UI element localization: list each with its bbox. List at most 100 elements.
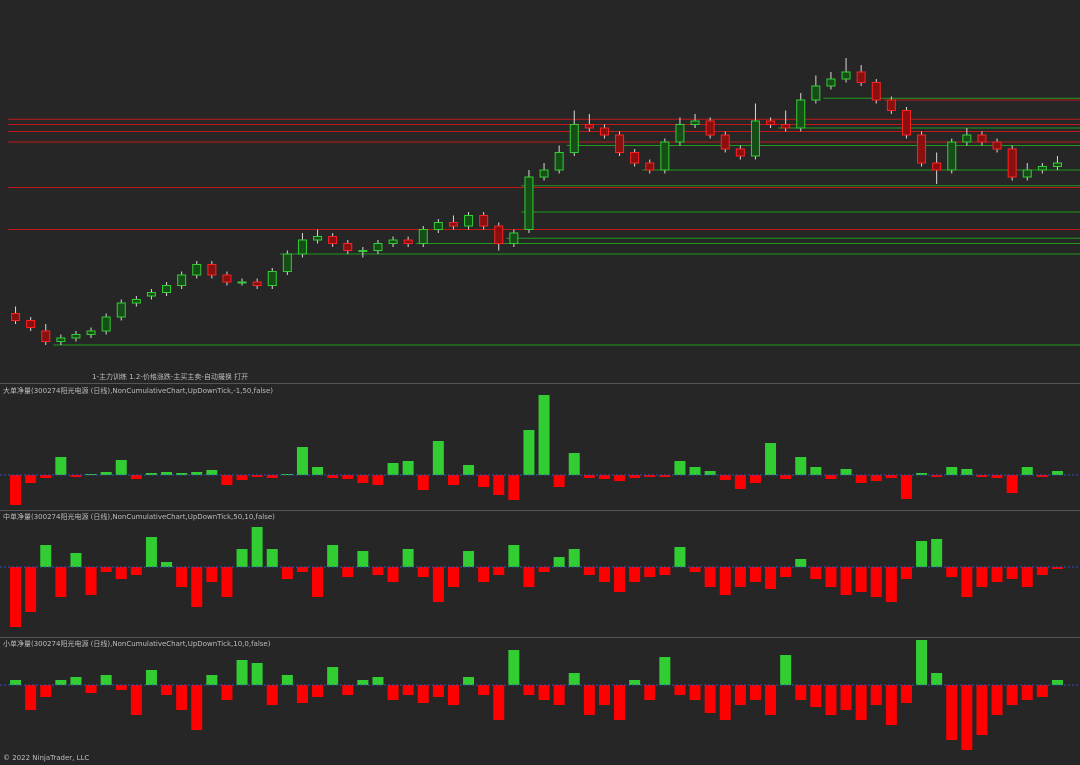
bar xyxy=(704,685,716,713)
candle-body xyxy=(1022,169,1032,178)
bar xyxy=(749,685,761,700)
bar xyxy=(961,567,973,597)
bar xyxy=(900,685,912,703)
bar xyxy=(478,685,490,695)
bar xyxy=(840,469,852,475)
candle-body xyxy=(252,281,262,286)
bar xyxy=(478,567,490,582)
candle-body xyxy=(101,316,111,332)
bar xyxy=(236,549,248,567)
bar xyxy=(749,475,761,483)
bar xyxy=(508,475,520,500)
candle-body xyxy=(826,78,836,87)
candle-body xyxy=(116,302,126,318)
candle-body xyxy=(977,134,987,143)
panel-title: 中单净量(300274阳光电源 (日线),NonCumulativeChart,… xyxy=(3,512,275,521)
candle-body xyxy=(358,250,368,252)
bar xyxy=(644,567,656,577)
bar xyxy=(870,567,882,597)
candle-body xyxy=(645,162,655,171)
bar xyxy=(614,567,626,592)
candle-body xyxy=(735,148,745,157)
bar xyxy=(463,551,475,567)
bar xyxy=(85,567,97,595)
bar xyxy=(357,551,369,567)
candle-body xyxy=(796,99,806,129)
bar xyxy=(976,475,988,477)
candle-body xyxy=(584,124,594,129)
bar xyxy=(629,567,641,582)
bar xyxy=(70,553,82,567)
bar xyxy=(825,685,837,715)
bar xyxy=(795,559,807,567)
bar xyxy=(387,685,399,700)
bar xyxy=(327,475,339,478)
bar xyxy=(478,475,490,487)
bar xyxy=(538,395,550,475)
bar xyxy=(221,685,233,700)
bar xyxy=(689,467,701,475)
footer: © 2022 NinjaTrader, LLC xyxy=(3,754,89,762)
bar xyxy=(614,685,626,720)
candle-body xyxy=(569,124,579,153)
candle-body xyxy=(871,82,881,101)
bar xyxy=(417,685,429,703)
bar xyxy=(1006,567,1018,579)
bar xyxy=(508,650,520,685)
bar xyxy=(931,673,943,685)
bar xyxy=(372,677,384,685)
bar xyxy=(825,567,837,587)
bar xyxy=(991,685,1003,715)
bar xyxy=(583,685,595,715)
bar xyxy=(447,475,459,485)
bar xyxy=(674,685,686,695)
bar xyxy=(1051,680,1063,685)
candle-body xyxy=(373,243,383,251)
bar xyxy=(251,527,263,567)
bar xyxy=(221,475,233,485)
bar xyxy=(432,685,444,697)
bar xyxy=(372,475,384,485)
bar xyxy=(734,567,746,587)
candle-body xyxy=(448,222,458,227)
bar xyxy=(281,675,293,685)
bar xyxy=(825,475,837,479)
bar xyxy=(870,475,882,481)
bar xyxy=(644,475,656,477)
bar xyxy=(629,680,641,685)
candle-body xyxy=(131,299,141,304)
bar xyxy=(704,567,716,587)
bar xyxy=(946,467,958,475)
bar xyxy=(568,673,580,685)
bar xyxy=(40,475,52,478)
candle-body xyxy=(267,271,277,286)
bar xyxy=(402,549,414,567)
bar xyxy=(523,685,535,695)
bar xyxy=(991,475,1003,478)
bar xyxy=(281,474,293,475)
bar xyxy=(795,685,807,700)
bar xyxy=(25,567,37,612)
bar xyxy=(1021,685,1033,700)
candle-body xyxy=(599,127,609,136)
bar xyxy=(885,475,897,478)
bar xyxy=(1006,475,1018,493)
bar xyxy=(780,567,792,577)
bar xyxy=(402,461,414,475)
candle-body xyxy=(947,141,957,171)
bar xyxy=(553,475,565,487)
bar xyxy=(100,675,112,685)
bar xyxy=(780,475,792,479)
bar xyxy=(145,537,157,567)
candle-body xyxy=(388,239,398,244)
bar xyxy=(161,472,173,475)
candle-body xyxy=(509,232,519,244)
bar xyxy=(810,467,822,475)
bar xyxy=(991,567,1003,582)
bar xyxy=(840,567,852,595)
bar xyxy=(916,640,928,685)
candle-body xyxy=(56,337,66,342)
bar xyxy=(251,663,263,685)
bar xyxy=(644,685,656,700)
bar xyxy=(870,685,882,705)
